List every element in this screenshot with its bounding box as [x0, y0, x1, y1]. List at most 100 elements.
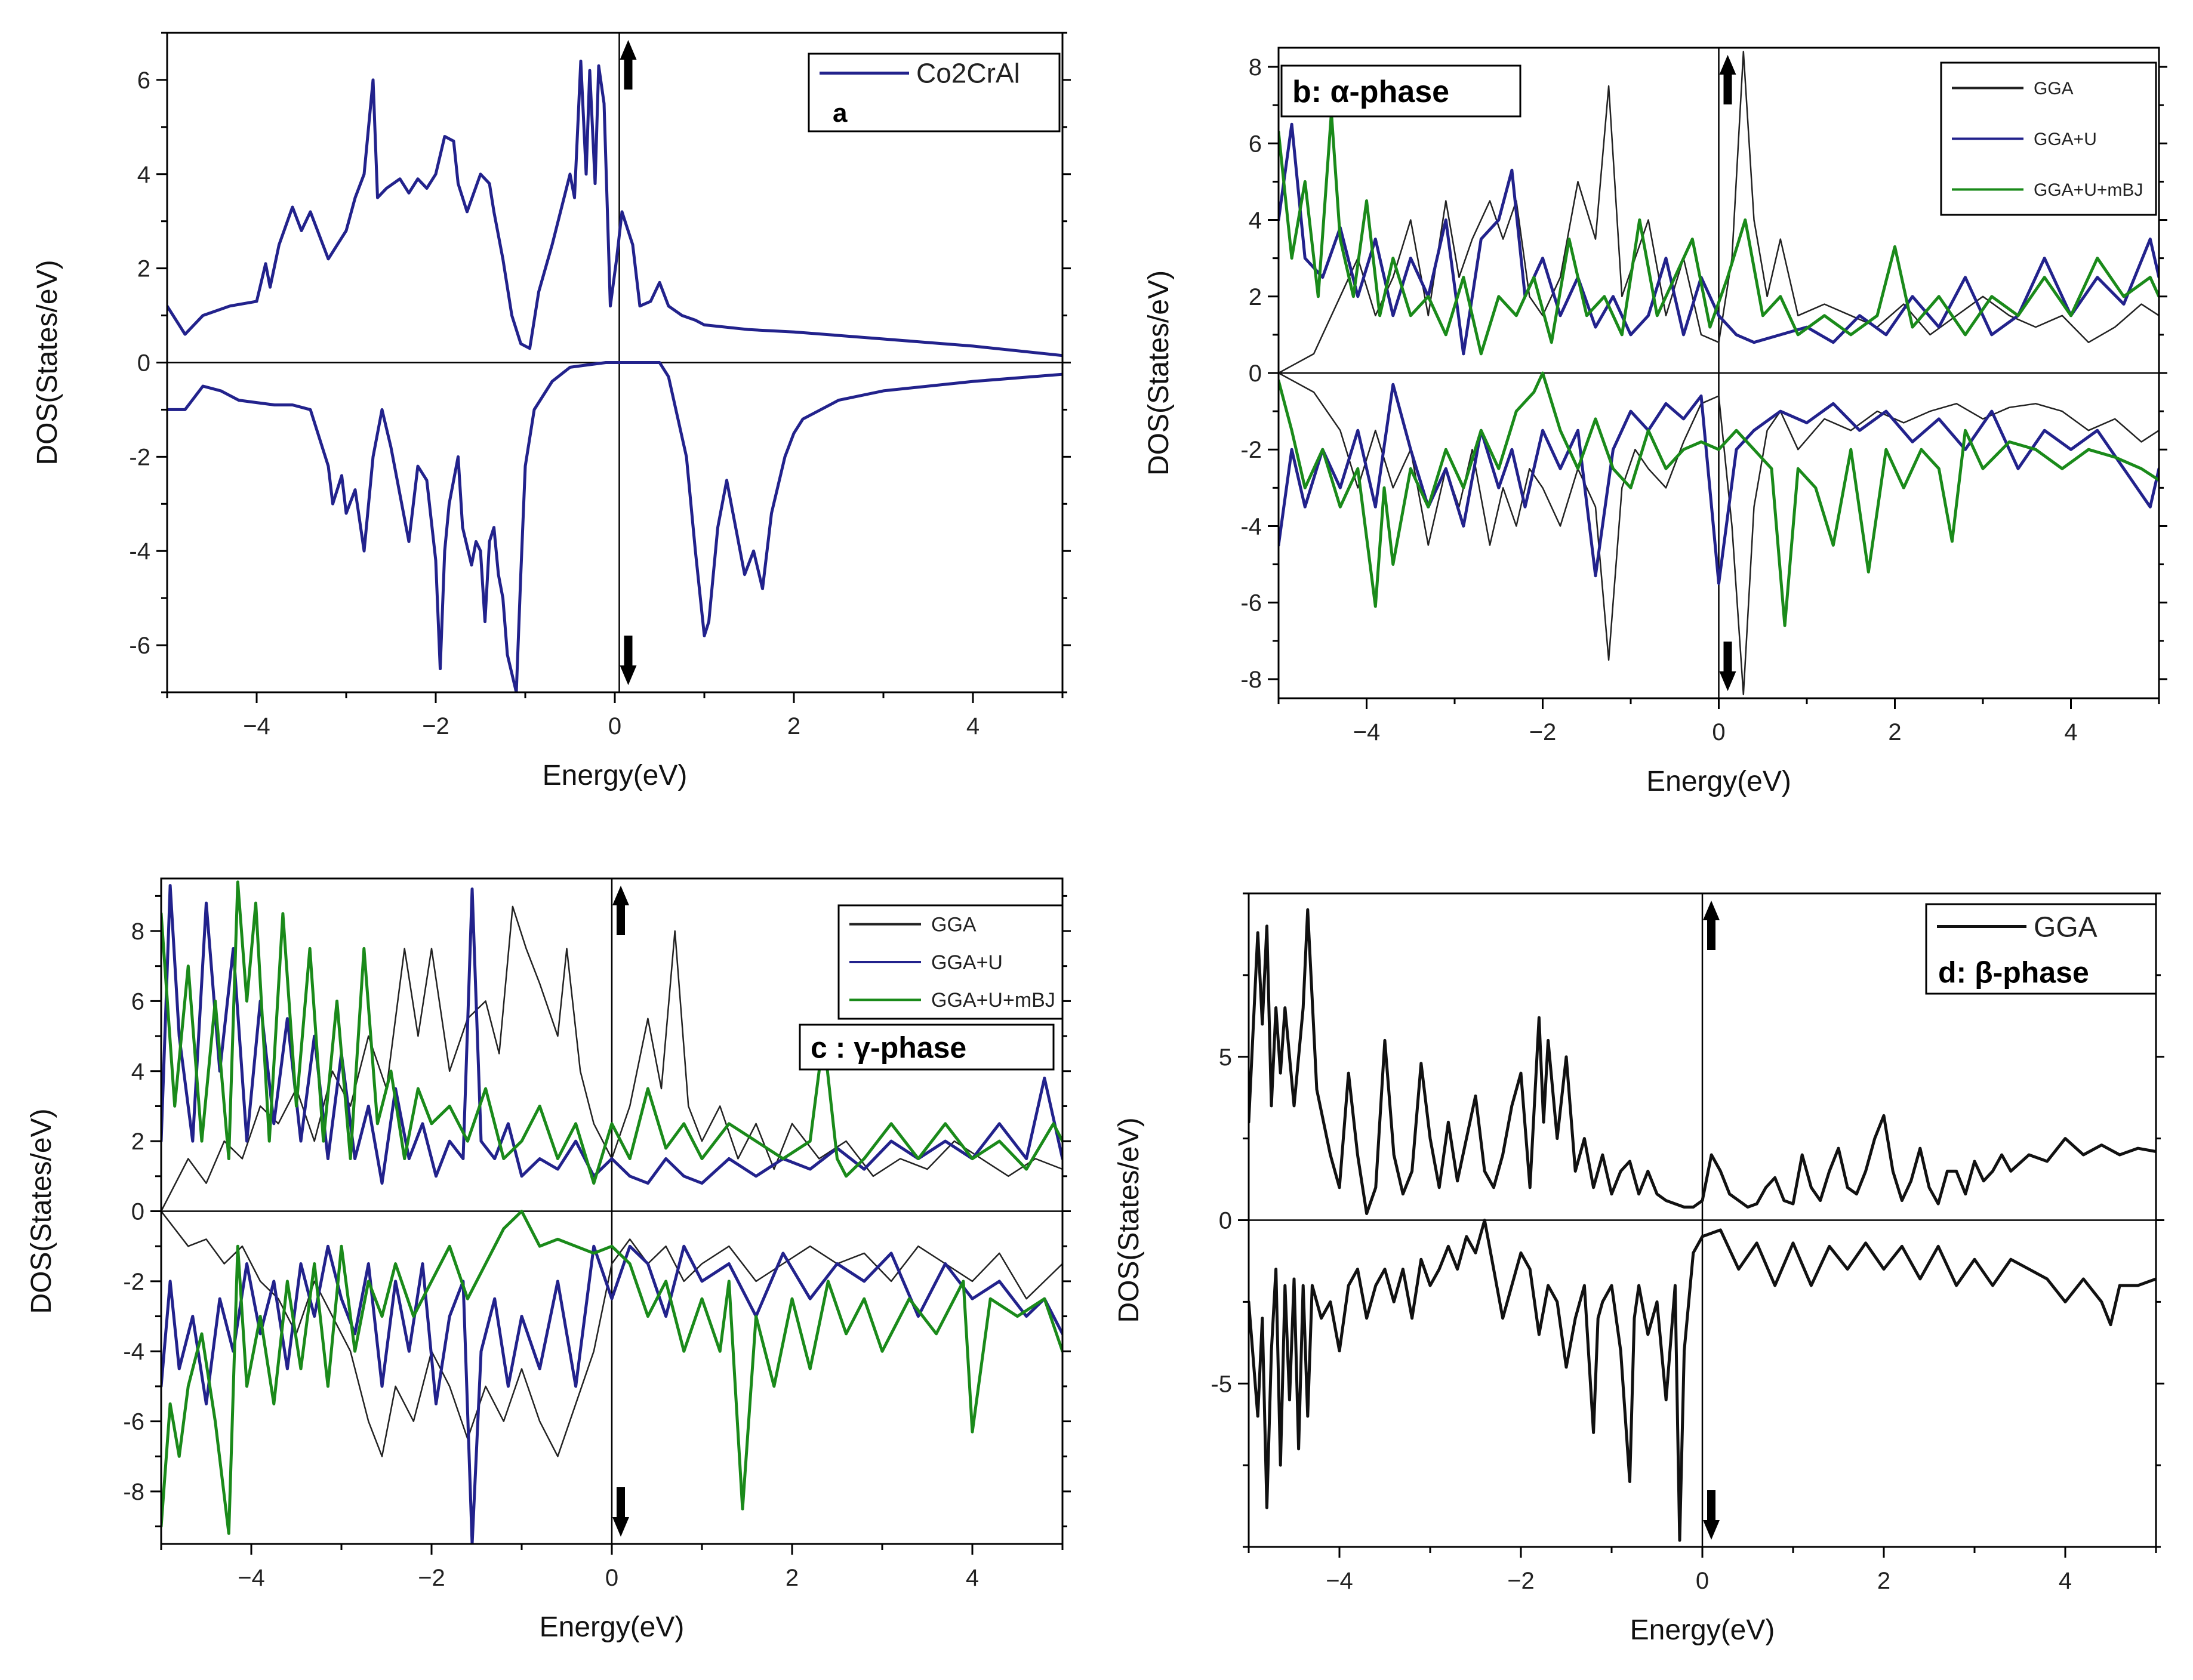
y-tick-label: -6 — [1240, 590, 1262, 616]
series-line-gga-spin-down — [1279, 372, 2159, 695]
chart-d: −4 −2 0 2 4-505Energy(eV)DOS(States/eV)↑GGAd… — [1113, 892, 2164, 1646]
x-tick-label: 4 — [966, 1565, 979, 1591]
spin-up-arrow-icon — [620, 40, 637, 90]
spin-up-arrow-icon — [612, 886, 629, 935]
spin-up-arrow-shaft — [617, 902, 625, 935]
x-tick-label: −4 — [238, 1565, 265, 1591]
legend-box — [808, 53, 1061, 132]
y-tick-label: 2 — [131, 1129, 144, 1155]
spin-down-arrow-head — [612, 1517, 629, 1537]
y-tick-label: 2 — [137, 256, 150, 282]
y-tick-label: 6 — [131, 988, 144, 1015]
y-tick-label: -2 — [129, 444, 150, 470]
x-tick-label: 2 — [1877, 1568, 1890, 1594]
series-group — [167, 59, 1062, 692]
panel-label-box — [799, 1024, 1055, 1071]
x-axis-title: Energy(eV) — [1630, 1614, 1775, 1646]
spin-up-arrow-icon — [1719, 55, 1736, 104]
x-tick-label: −2 — [1507, 1568, 1535, 1594]
series-line-co2cral-spin-up — [167, 59, 1062, 357]
x-tick-label: −2 — [1529, 719, 1557, 745]
legend-entry: GGA — [931, 914, 977, 936]
x-tick-label: −4 — [1353, 719, 1381, 745]
legend: GGA GGA+U GGA+U+mBJ — [1940, 61, 2157, 216]
spin-down-arrow-head — [1719, 671, 1736, 691]
x-tick-label: 4 — [966, 713, 980, 739]
series-line-co2cral-spin-down — [167, 361, 1062, 692]
spin-down-arrow-icon — [612, 1487, 629, 1537]
spin-down-arrow-head — [1703, 1520, 1720, 1540]
y-tick-label: 5 — [1219, 1044, 1232, 1071]
x-axis-title: Energy(eV) — [543, 760, 688, 791]
spin-down-arrow-icon — [1719, 642, 1736, 691]
legend-entry: GGA+U+mBJ — [931, 989, 1055, 1012]
series-line-gga-spin-up — [161, 905, 1062, 1212]
legend: GGA d: β-phase — [1925, 903, 2157, 995]
y-tick-label: -2 — [123, 1269, 144, 1295]
spin-up-arrow-head — [620, 40, 637, 60]
y-axis-title: DOS(States/eV) — [1143, 270, 1175, 476]
panel-label: a — [833, 98, 848, 128]
y-tick-label: 2 — [1249, 284, 1262, 310]
spin-up-arrow-shaft — [1723, 72, 1732, 104]
series-line-gga-spin-down — [161, 1210, 1062, 1457]
spin-up-arrow-shaft — [1707, 917, 1715, 950]
legend-entry: GGA+U+mBJ — [2034, 180, 2143, 200]
x-tick-label: −4 — [243, 713, 270, 739]
y-tick-label: 8 — [1249, 54, 1262, 81]
panel-label: c : γ-phase — [811, 1031, 966, 1065]
spin-up-arrow-shaft — [624, 57, 633, 90]
y-tick-label: -8 — [1240, 667, 1262, 693]
spin-down-arrow-shaft — [624, 636, 633, 668]
series-line-gga-u-spin-up — [161, 884, 1062, 1185]
y-tick-label: -4 — [129, 538, 150, 565]
y-tick-label: 4 — [1249, 208, 1262, 234]
legend-entry: GGA — [2034, 79, 2074, 98]
x-tick-label: 4 — [2064, 719, 2077, 745]
x-tick-label: 2 — [787, 713, 800, 739]
x-tick-label: 0 — [608, 713, 621, 739]
spin-down-arrow-head — [620, 665, 637, 685]
series-line-gga-u-spin-down — [161, 1244, 1062, 1544]
y-tick-label: 8 — [131, 918, 144, 945]
legend-entry: GGA — [2034, 911, 2097, 943]
series-line-gga-spin-up — [1249, 908, 2156, 1215]
x-axis-title: Energy(eV) — [540, 1611, 685, 1643]
y-tick-label: -8 — [123, 1479, 144, 1505]
y-axis-title: DOS(States/eV) — [32, 260, 63, 465]
panel-c: −4 −2 0 2 4 -8 -6 -4 -2 0 2 4 6 8 Energy(eV) DOS(States… — [0, 840, 1096, 1679]
legend-entry: GGA+U — [931, 951, 1003, 974]
x-tick-label: −4 — [1326, 1568, 1353, 1594]
legend: GGA GGA+U GGA+U+mBJ — [837, 904, 1064, 1020]
panel-label: d: β-phase — [1938, 956, 2089, 989]
panel-a: −4 −2 0 2 4 -6 -4 -2 0 2 4 6 Energy(eV) DOS(States/eV… — [0, 0, 1096, 840]
y-tick-label: 0 — [1219, 1208, 1232, 1234]
x-tick-label: 0 — [1696, 1568, 1709, 1594]
spin-up-arrow-head — [612, 886, 629, 905]
panel-label-box — [1280, 64, 1521, 118]
panel-d: −4−2024-505Energy(eV)DOS(States/eV)↑GGAd… — [1096, 840, 2193, 1679]
spin-up-arrow-head — [1719, 55, 1736, 75]
series-line-gga-u-mbj-spin-down — [1279, 371, 2159, 627]
spin-up-arrow-icon — [1703, 901, 1720, 950]
x-tick-label: 4 — [2059, 1568, 2072, 1594]
y-tick-label: -4 — [123, 1339, 144, 1365]
spin-up-arrow-head — [1703, 901, 1720, 920]
y-tick-label: 4 — [131, 1059, 144, 1085]
y-tick-label: -6 — [123, 1409, 144, 1435]
y-tick-label: 6 — [137, 67, 150, 94]
series-line-gga-u-mbj-spin-down — [161, 1210, 1062, 1535]
x-tick-label: 0 — [1712, 719, 1725, 745]
x-axis-title: Energy(eV) — [1646, 766, 1791, 797]
spin-down-arrow-shaft — [1707, 1490, 1715, 1523]
legend: Co2CrAl a — [808, 53, 1061, 132]
panel-label: b: α-phase — [1292, 75, 1449, 109]
chart-a: −4 −2 0 2 4 -6 -4 -2 0 2 4 6 Energy(eV) DOS(States/eV… — [32, 32, 1071, 791]
y-tick-label: -2 — [1240, 437, 1262, 463]
series-line-gga-u-mbj-spin-up — [1279, 111, 2159, 356]
series-group — [1279, 51, 2159, 695]
series-group — [1249, 908, 2156, 1542]
spin-down-arrow-shaft — [617, 1487, 625, 1520]
y-axis-title: DOS(States/eV) — [26, 1108, 57, 1314]
